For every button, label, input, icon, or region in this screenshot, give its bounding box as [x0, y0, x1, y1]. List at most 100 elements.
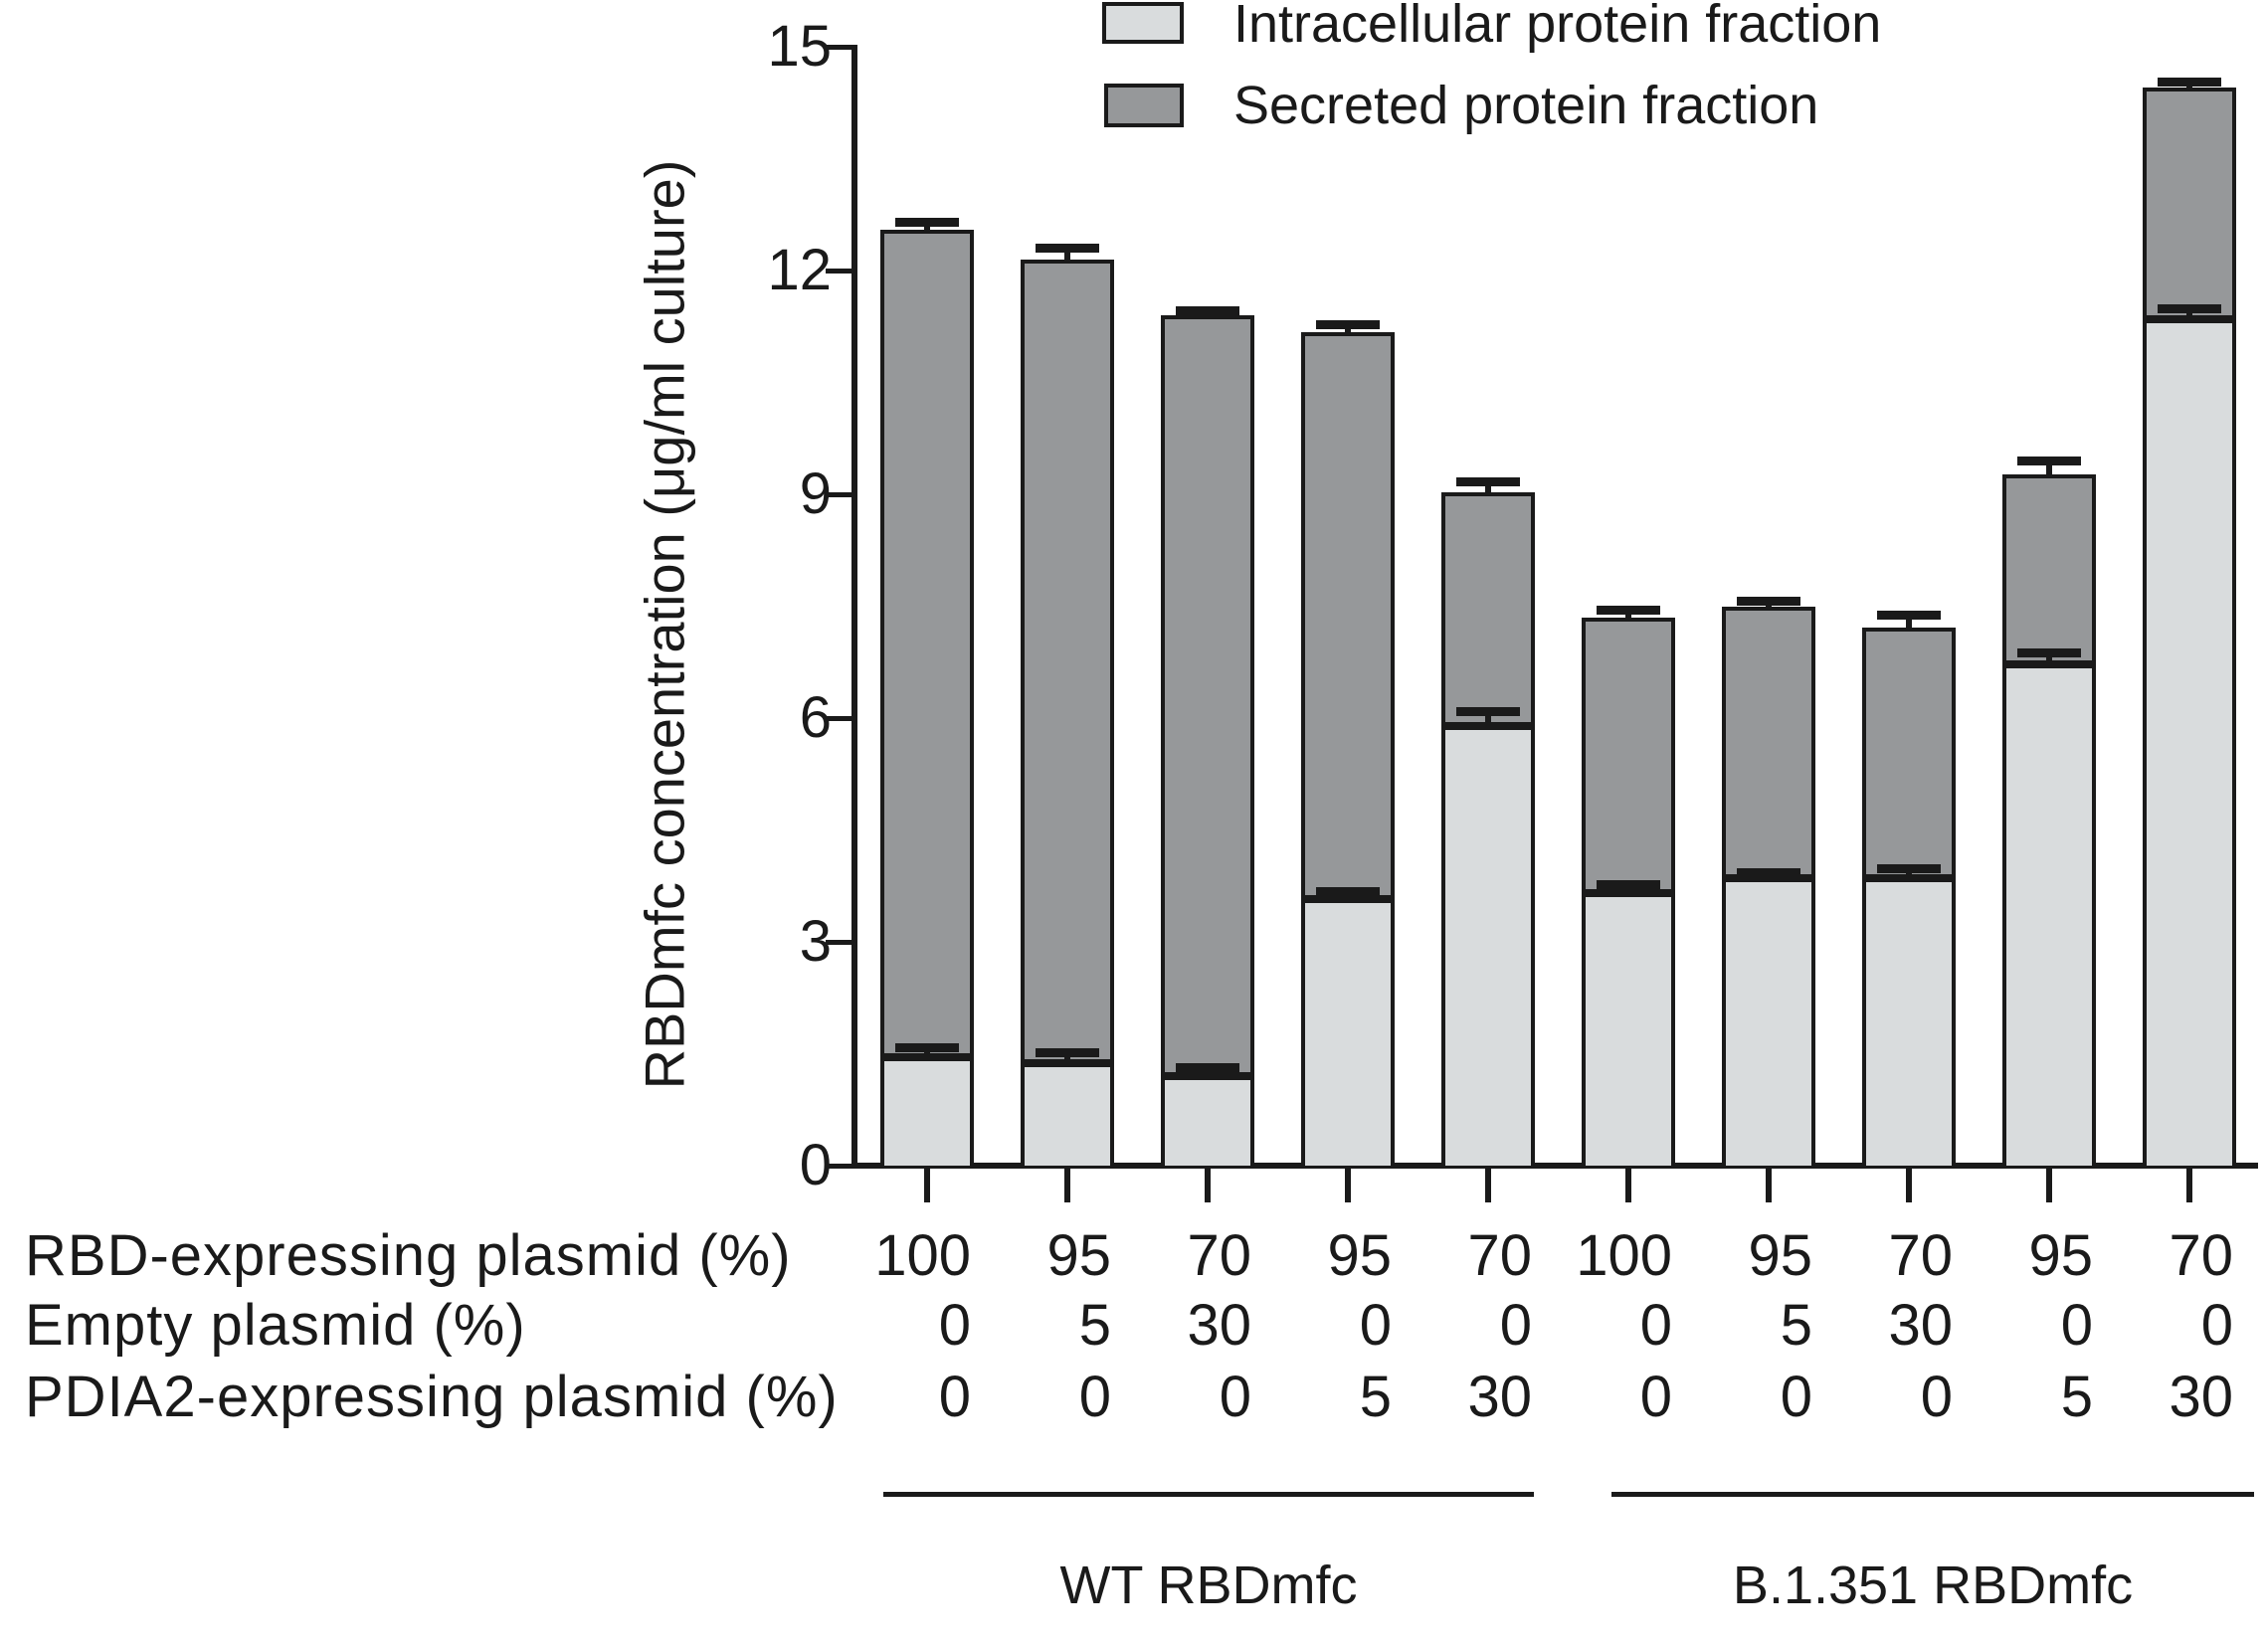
legend-label-secreted: Secreted protein fraction	[1233, 76, 1819, 135]
x-tick-mark	[1485, 1169, 1491, 1202]
error-bar-total-cap	[2158, 78, 2221, 88]
x-value-cell: 0	[2060, 1293, 2093, 1358]
x-value-cell: 70	[1187, 1223, 1251, 1288]
error-bar-total-cap	[2017, 456, 2081, 465]
x-value-cell: 0	[1078, 1365, 1111, 1429]
x-tick-mark	[2046, 1169, 2052, 1202]
x-tick-mark	[1625, 1169, 1631, 1202]
error-bar-intracellular	[1485, 714, 1491, 728]
x-value-cell: 0	[2200, 1293, 2233, 1358]
error-bar-intracellular-cap	[895, 1042, 959, 1052]
error-bar-intracellular-cap	[1737, 867, 1800, 877]
x-value-cell: 30	[1888, 1293, 1953, 1358]
group-rule-wt	[883, 1492, 1534, 1497]
bar-segment-intracellular	[1021, 1062, 1114, 1166]
y-tick-label: 0	[799, 1133, 832, 1197]
legend-swatch-secreted	[1104, 84, 1184, 127]
x-value-cell: 5	[2060, 1365, 2093, 1429]
legend-label-intracellular: Intracellular protein fraction	[1233, 0, 1882, 54]
x-value-cell: 70	[2169, 1223, 2233, 1288]
y-tick-mark	[826, 45, 851, 50]
error-bar-intracellular	[2046, 655, 2052, 666]
y-tick-mark	[826, 269, 851, 274]
bar-segment-intracellular	[1582, 893, 1675, 1166]
error-bar-total	[1345, 327, 1351, 336]
error-bar-intracellular	[2186, 311, 2192, 321]
error-bar-intracellular	[1205, 1070, 1211, 1078]
error-bar-total	[1625, 613, 1631, 622]
x-value-cell: 0	[1359, 1293, 1392, 1358]
x-value-cell: 0	[1499, 1293, 1532, 1358]
error-bar-intracellular-cap	[1597, 880, 1660, 890]
x-axis-line	[851, 1163, 2258, 1169]
group-label-wt: WT RBDmfc	[1059, 1556, 1358, 1615]
x-value-cell: 5	[1780, 1293, 1812, 1358]
x-tick-mark	[1766, 1169, 1772, 1202]
x-value-cell: 95	[1748, 1223, 1812, 1288]
error-bar-intracellular-cap	[1176, 1063, 1239, 1072]
bar-segment-secreted	[2002, 473, 2096, 664]
x-value-cell: 95	[1327, 1223, 1392, 1288]
bar-segment-secreted	[1582, 617, 1675, 894]
error-bar-total	[2046, 462, 2052, 478]
x-value-cell: 0	[1780, 1365, 1812, 1429]
x-value-cell: 70	[1467, 1223, 1532, 1288]
x-value-cell: 0	[938, 1365, 971, 1429]
y-tick-mark	[826, 1164, 851, 1169]
x-tick-mark	[2186, 1169, 2192, 1202]
error-bar-total-cap	[1737, 597, 1800, 607]
legend-swatch-intracellular	[1102, 2, 1184, 44]
x-value-cell: 100	[1576, 1223, 1672, 1288]
bar-segment-secreted	[1021, 259, 1114, 1063]
x-value-cell: 0	[938, 1293, 971, 1358]
row-label-empty-plasmid: Empty plasmid (%)	[25, 1293, 526, 1358]
x-tick-mark	[1205, 1169, 1211, 1202]
x-value-cell: 100	[874, 1223, 971, 1288]
x-value-cell: 30	[1467, 1365, 1532, 1429]
y-tick-label: 12	[767, 238, 832, 302]
y-tick-mark	[826, 940, 851, 945]
x-value-cell: 70	[1888, 1223, 1953, 1288]
x-value-cell: 30	[1187, 1293, 1251, 1358]
error-bar-intracellular	[1625, 887, 1631, 896]
bar-segment-secreted	[1722, 606, 1815, 879]
bar-segment-secreted	[2143, 88, 2236, 319]
error-bar-intracellular-cap	[1456, 707, 1520, 717]
bar-segment-secreted	[880, 229, 974, 1058]
error-bar-intracellular-cap	[2158, 304, 2221, 314]
error-bar-intracellular	[1906, 870, 1912, 881]
error-bar-intracellular	[1766, 874, 1772, 881]
error-bar-total	[1485, 484, 1491, 496]
bar-segment-secreted	[1161, 315, 1254, 1076]
x-value-cell: 5	[1359, 1365, 1392, 1429]
error-bar-intracellular	[924, 1049, 930, 1060]
bar-segment-secreted	[1862, 627, 1956, 879]
bar-segment-intracellular	[2143, 318, 2236, 1166]
error-bar-total-cap	[1456, 477, 1520, 487]
bar-segment-intracellular	[1441, 725, 1535, 1166]
row-label-pdia2-plasmid: PDIA2-expressing plasmid (%)	[25, 1365, 839, 1429]
x-value-cell: 0	[1920, 1365, 1953, 1429]
y-tick-mark	[826, 492, 851, 497]
bar-segment-secreted	[1301, 331, 1395, 899]
error-bar-total-cap	[1877, 610, 1941, 620]
error-bar-total-cap	[1036, 243, 1099, 253]
error-bar-total	[1064, 250, 1070, 264]
bar-segment-intracellular	[2002, 664, 2096, 1166]
y-tick-mark	[826, 716, 851, 721]
x-tick-mark	[1906, 1169, 1912, 1202]
y-tick-label: 15	[767, 14, 832, 79]
bar-segment-intracellular	[1301, 898, 1395, 1166]
bar-segment-intracellular	[1862, 878, 1956, 1166]
x-tick-mark	[1064, 1169, 1070, 1202]
bar-segment-intracellular	[1722, 878, 1815, 1166]
x-value-cell: 30	[2169, 1365, 2233, 1429]
x-value-cell: 95	[2028, 1223, 2093, 1288]
error-bar-total-cap	[1176, 305, 1239, 315]
x-tick-mark	[1345, 1169, 1351, 1202]
error-bar-intracellular-cap	[2017, 648, 2081, 657]
y-axis-line	[851, 45, 857, 1169]
x-value-cell: 95	[1046, 1223, 1111, 1288]
